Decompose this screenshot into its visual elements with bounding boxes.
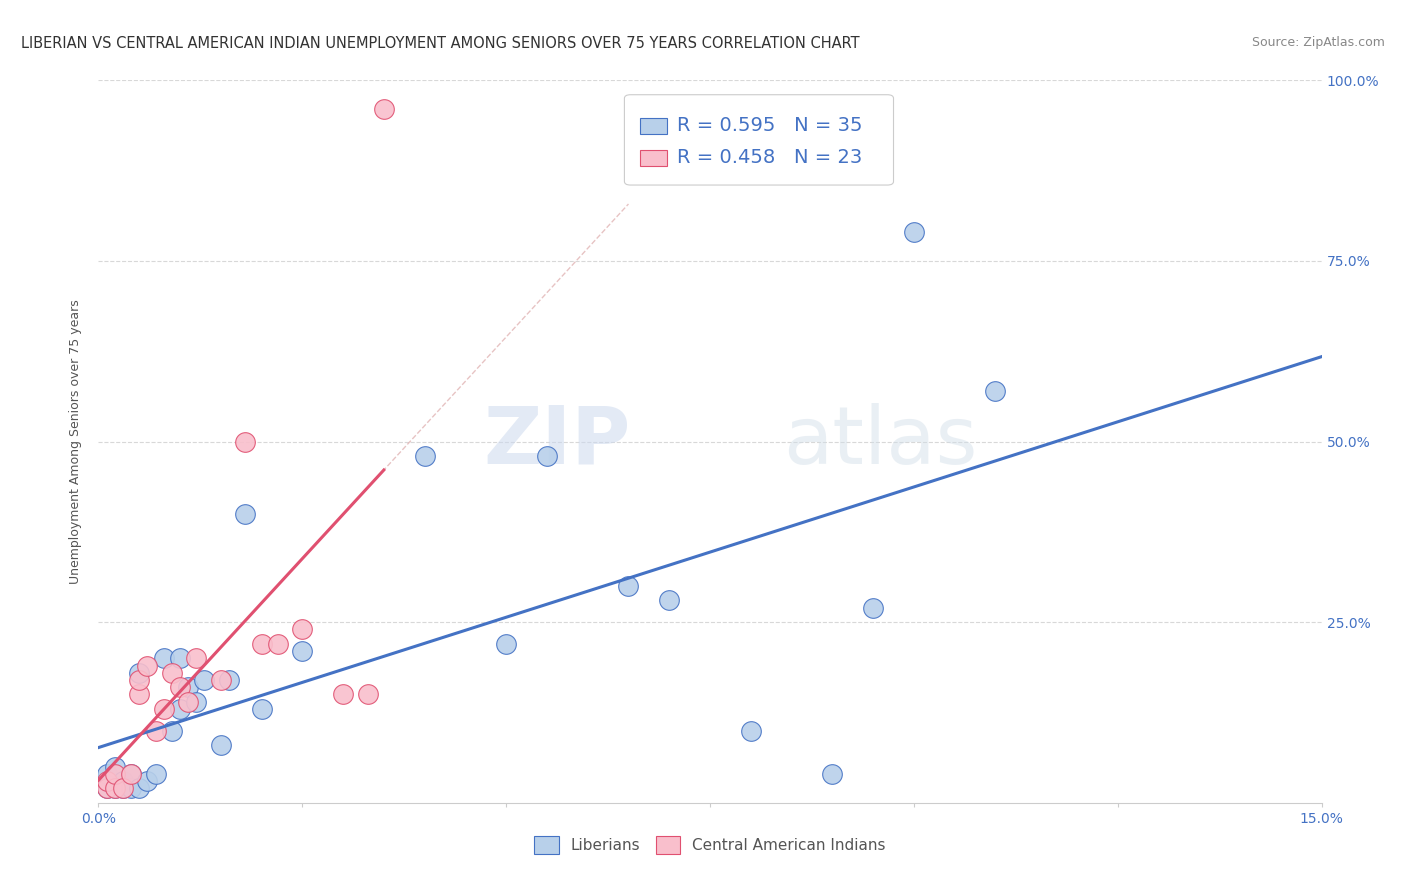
Text: atlas: atlas [783, 402, 977, 481]
Point [617, 579, 640, 593]
Point [145, 723, 167, 738]
Point [128, 665, 150, 680]
FancyBboxPatch shape [640, 118, 668, 134]
Point [104, 760, 127, 774]
Point [104, 781, 127, 796]
Point [136, 658, 159, 673]
Point [120, 767, 142, 781]
Point [96, 774, 118, 789]
Text: ZIP: ZIP [484, 402, 630, 481]
Point [186, 651, 208, 665]
Point [740, 723, 762, 738]
Point [250, 637, 273, 651]
Point [169, 680, 191, 694]
Point [169, 651, 191, 665]
Point [658, 593, 681, 607]
Point [160, 723, 183, 738]
Point [862, 600, 884, 615]
Point [495, 637, 517, 651]
Point [128, 781, 150, 796]
Point [96, 767, 118, 781]
Point [145, 767, 167, 781]
Point [96, 781, 118, 796]
Point [169, 702, 191, 716]
Point [120, 767, 142, 781]
Point [96, 781, 118, 796]
Point [291, 644, 314, 658]
Point [209, 738, 232, 752]
Point [111, 781, 134, 796]
Legend: Liberians, Central American Indians: Liberians, Central American Indians [529, 830, 891, 860]
Point [233, 507, 256, 521]
Point [160, 665, 183, 680]
Point [128, 673, 150, 687]
Point [209, 673, 232, 687]
Point [821, 767, 844, 781]
Point [152, 702, 174, 716]
Point [250, 702, 273, 716]
Point [152, 651, 174, 665]
Point [104, 781, 127, 796]
Point [373, 102, 395, 116]
Point [96, 774, 118, 789]
Text: R = 0.458   N = 23: R = 0.458 N = 23 [678, 148, 862, 167]
Point [111, 781, 134, 796]
Point [903, 225, 925, 239]
Point [356, 687, 378, 701]
Y-axis label: Unemployment Among Seniors over 75 years: Unemployment Among Seniors over 75 years [69, 299, 83, 584]
FancyBboxPatch shape [640, 150, 668, 166]
Point [186, 695, 208, 709]
Point [111, 774, 134, 789]
Text: Source: ZipAtlas.com: Source: ZipAtlas.com [1251, 36, 1385, 49]
Point [177, 695, 200, 709]
Point [104, 767, 127, 781]
Point [177, 680, 200, 694]
Point [984, 384, 1007, 398]
Point [332, 687, 354, 701]
Text: R = 0.595   N = 35: R = 0.595 N = 35 [678, 116, 862, 136]
Point [136, 774, 159, 789]
Point [218, 673, 240, 687]
Point [233, 434, 256, 449]
Point [267, 637, 290, 651]
Point [120, 781, 142, 796]
Point [193, 673, 215, 687]
Point [413, 449, 436, 463]
Point [291, 623, 314, 637]
Text: LIBERIAN VS CENTRAL AMERICAN INDIAN UNEMPLOYMENT AMONG SENIORS OVER 75 YEARS COR: LIBERIAN VS CENTRAL AMERICAN INDIAN UNEM… [21, 36, 859, 51]
Point [128, 687, 150, 701]
FancyBboxPatch shape [624, 95, 894, 185]
Point [536, 449, 558, 463]
